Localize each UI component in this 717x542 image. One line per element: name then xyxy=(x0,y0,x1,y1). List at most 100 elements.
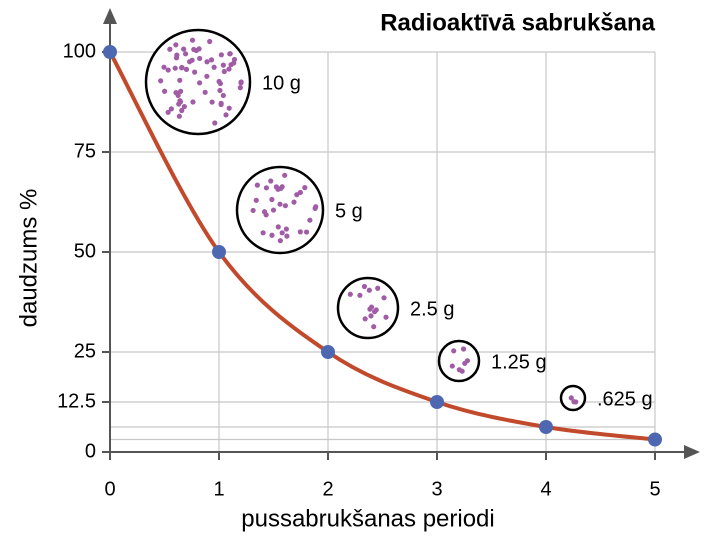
atom-dot xyxy=(279,230,285,236)
atom-dot xyxy=(158,78,164,84)
atom-dot xyxy=(192,69,198,75)
atom-dot xyxy=(181,46,187,52)
atom-dot xyxy=(278,185,284,191)
atom-dot xyxy=(177,88,184,94)
x-arrow xyxy=(684,445,700,459)
chart-title: Radioaktīvā sabrukšana xyxy=(380,9,655,36)
atom-dot xyxy=(250,207,256,214)
atom-dot xyxy=(277,238,283,244)
x-tick-label: 4 xyxy=(540,478,551,500)
atom-dot xyxy=(183,66,190,72)
y-tick-label: 0 xyxy=(85,440,96,462)
atom-dot xyxy=(193,47,199,54)
atom-dot xyxy=(260,230,266,236)
atom-dot xyxy=(371,324,377,330)
atom-dot xyxy=(269,196,275,203)
atom-dot xyxy=(263,185,270,191)
mass-label: 1.25 g xyxy=(491,351,547,373)
atom-dot xyxy=(182,51,189,57)
data-point xyxy=(212,245,226,259)
atom-dot xyxy=(177,77,183,83)
atom-dot xyxy=(307,217,313,223)
atom-dot xyxy=(456,367,462,373)
atom-dot xyxy=(204,73,210,79)
atom-dot xyxy=(212,120,218,126)
atom-dot xyxy=(284,233,290,239)
atom-dot xyxy=(189,37,196,43)
x-tick-label: 5 xyxy=(649,478,660,500)
atom-dot xyxy=(217,87,223,94)
atom-dot xyxy=(291,199,297,205)
atom-dot xyxy=(449,363,455,369)
atom-dot xyxy=(268,178,274,184)
atom-dot xyxy=(202,89,208,95)
atom-dot xyxy=(179,107,185,114)
atom-dot xyxy=(372,309,378,315)
atom-dot xyxy=(383,314,389,320)
atom-dot xyxy=(277,201,283,207)
atom-dot xyxy=(571,399,577,405)
atom-dot xyxy=(226,66,232,72)
atom-dot xyxy=(238,80,244,86)
atom-dot xyxy=(375,285,381,291)
mass-label: .625 g xyxy=(597,388,653,410)
data-point xyxy=(648,432,662,447)
atom-dot xyxy=(357,292,363,298)
atom-dot xyxy=(253,197,259,203)
data-point xyxy=(539,420,553,434)
atom-dot xyxy=(231,56,238,63)
atom-dot xyxy=(209,99,215,105)
atom-dot xyxy=(362,316,368,322)
atom-dot xyxy=(167,46,173,52)
y-tick-label: 50 xyxy=(74,240,96,262)
atom-dot xyxy=(347,291,353,297)
atom-dot xyxy=(303,229,310,235)
atom-dot xyxy=(361,283,368,290)
atom-dot xyxy=(172,65,178,71)
atom-dot xyxy=(181,104,187,110)
data-point xyxy=(321,345,335,359)
mass-label: 2.5 g xyxy=(410,298,454,320)
y-tick-label: 12.5 xyxy=(57,390,96,412)
atom-dot xyxy=(270,207,277,213)
y-tick-label: 100 xyxy=(63,40,96,62)
sample-circle xyxy=(437,339,481,383)
x-axis-label: pussabrukšanas periodi xyxy=(241,505,495,532)
atom-dot xyxy=(179,64,185,71)
atom-dot xyxy=(176,113,182,119)
atom-dot xyxy=(218,52,224,58)
atom-dot xyxy=(204,59,210,65)
atom-dot xyxy=(162,88,168,94)
atom-dot xyxy=(208,57,215,63)
atom-dot xyxy=(254,182,260,188)
x-tick-label: 3 xyxy=(431,478,442,500)
atom-dot xyxy=(187,59,193,65)
atom-dot xyxy=(269,232,275,238)
atom-dot xyxy=(227,51,233,57)
atom-dot xyxy=(302,185,308,191)
atom-dot xyxy=(161,64,167,70)
atom-dot xyxy=(165,67,171,73)
atom-dot xyxy=(368,313,374,319)
atom-dot xyxy=(237,85,243,91)
x-tick-label: 0 xyxy=(104,478,115,500)
atom-dot xyxy=(190,99,196,105)
data-point xyxy=(430,395,444,409)
atom-dot xyxy=(282,172,288,178)
atom-dot xyxy=(176,101,182,107)
atom-dot xyxy=(197,55,203,62)
x-tick-label: 2 xyxy=(322,478,333,500)
atom-dot xyxy=(165,109,171,115)
y-tick-label: 75 xyxy=(74,140,96,162)
atom-dot xyxy=(366,287,372,293)
atom-dot xyxy=(381,295,387,301)
atom-dot xyxy=(220,92,226,99)
atom-dot xyxy=(228,62,234,68)
atom-dot xyxy=(173,55,180,61)
atom-dot xyxy=(168,106,174,112)
atom-dot xyxy=(217,80,223,87)
atom-dot xyxy=(273,184,279,190)
atom-dot xyxy=(367,306,373,312)
atom-dot xyxy=(275,224,281,230)
